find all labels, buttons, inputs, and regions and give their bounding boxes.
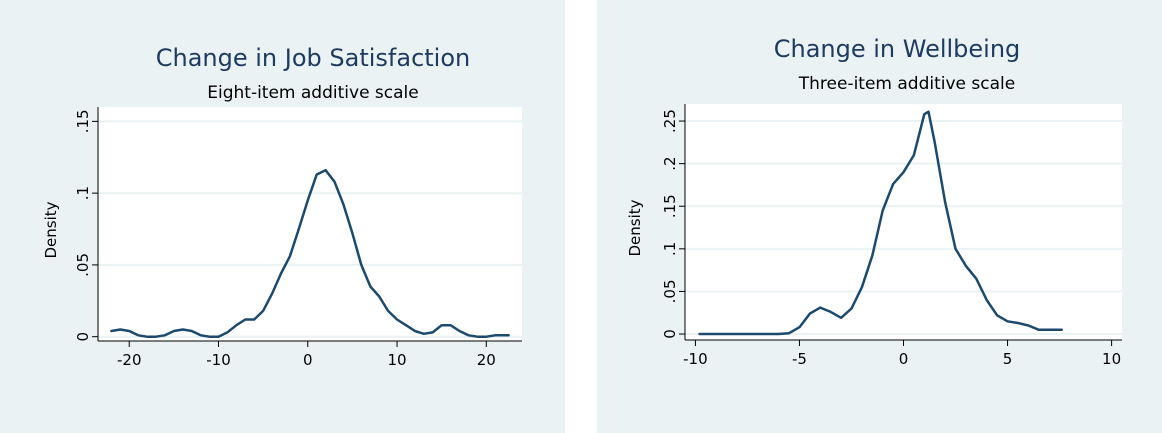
chart-panel-job-satisfaction: Change in Job Satisfaction Eight-item ad… <box>0 0 565 433</box>
y-tick-label: .2 <box>661 156 679 170</box>
x-tick-label: 10 <box>1102 350 1121 368</box>
chart-panel-wellbeing: Change in Wellbeing Three-item additive … <box>597 0 1162 433</box>
x-tick-label: -5 <box>792 350 807 368</box>
x-tick-label: 5 <box>1003 350 1013 368</box>
y-tick-label: .15 <box>74 109 92 133</box>
y-tick-label: .1 <box>661 242 679 256</box>
x-tick-label: 20 <box>477 351 496 369</box>
density-curve <box>698 110 1063 336</box>
chart-title: Change in Job Satisfaction <box>156 44 471 72</box>
x-tick-label: -20 <box>117 351 142 369</box>
x-tick-label: -10 <box>206 351 231 369</box>
y-tick-label: .15 <box>661 194 679 218</box>
x-tick-label: 0 <box>303 351 313 369</box>
y-tick-label: .05 <box>661 280 679 304</box>
y-tick-label: 0 <box>74 332 92 342</box>
chart-subtitle: Eight-item additive scale <box>207 83 418 103</box>
y-axis-label: Density <box>626 199 644 256</box>
x-tick-label: -10 <box>683 350 708 368</box>
chart-wellbeing: Change in Wellbeing Three-item additive … <box>626 35 1122 368</box>
y-axis-label: Density <box>42 201 60 258</box>
density-curve <box>110 168 510 338</box>
y-tick-label: .1 <box>74 186 92 200</box>
plot-area <box>98 107 522 341</box>
x-tick-label: 10 <box>387 351 406 369</box>
chart-subtitle: Three-item additive scale <box>798 74 1015 94</box>
plot-area <box>685 104 1122 340</box>
chart-title: Change in Wellbeing <box>774 35 1021 63</box>
y-tick-label: .25 <box>661 109 679 133</box>
chart-job-satisfaction: Change in Job Satisfaction Eight-item ad… <box>42 44 522 369</box>
y-tick-label: 0 <box>661 329 679 339</box>
x-tick-label: 0 <box>899 350 909 368</box>
y-tick-label: .05 <box>74 253 92 277</box>
